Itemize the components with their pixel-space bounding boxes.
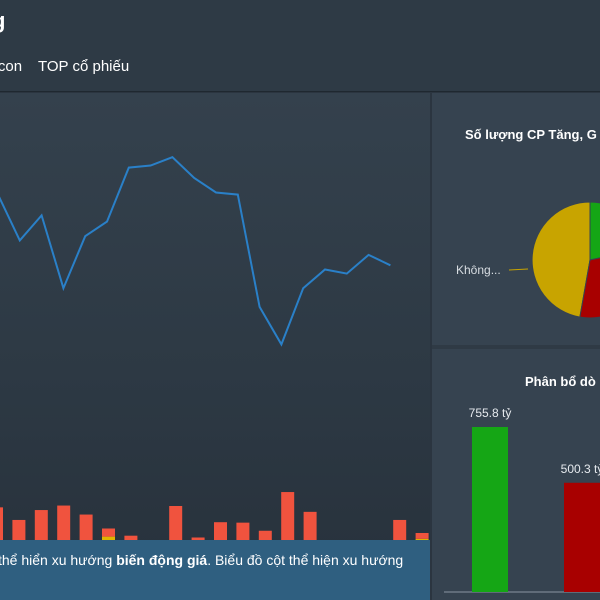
distribution-panel: Phân bổ dò 755.8 tỷ 500.3 tỷ [432,349,600,600]
pie-slice[interactable] [589,201,600,261]
description-suffix: . Biểu đồ cột thể hiện xu hướng [207,552,404,568]
pie-slice-label: Không... [456,263,501,277]
description-text: thể hiển xu hướng biến động giá. Biểu đồ… [0,552,403,568]
price-line-chart[interactable]: 2022-06-202022-06-242022-06-302022-07-06… [0,93,430,383]
description-bold: biến động giá [116,552,208,568]
distribution-bar[interactable] [472,427,508,592]
distribution-bar[interactable] [564,482,600,592]
price-trend-panel: 2022-06-202022-06-242022-06-302022-07-06… [0,93,430,600]
pie-slice[interactable] [579,248,600,319]
page-title: g [0,8,5,34]
distribution-bar-label: 500.3 tỷ [561,462,600,476]
bar-flat-segment [102,536,115,542]
bar-down-segment [34,510,48,549]
bar-down-segment [102,528,115,537]
tab-nganh-con[interactable]: ngành con [0,58,23,75]
distribution-bar-chart[interactable]: Phân bổ dò 755.8 tỷ 500.3 tỷ [432,349,600,600]
distribution-bar-label: 755.8 tỷ [469,406,512,420]
pie-slice[interactable] [531,201,591,318]
bar-down-segment [0,507,3,551]
bar-down-segment [57,505,71,548]
advance-decline-pie-chart[interactable]: Số lượng CP Tăng, G Không... [432,93,600,345]
pie-label-connector [508,268,529,271]
distribution-chart-title: Phân bổ dò [525,374,596,389]
bar-down-segment [303,511,317,547]
pie-chart-panel: Số lượng CP Tăng, G Không... [432,93,600,345]
bar-down-segment [169,506,183,545]
header: g ngành con TOP cổ phiếu [0,0,600,92]
tab-top-co-phieu[interactable]: TOP cổ phiếu [38,58,130,75]
bar-down-segment [415,533,429,539]
description-prefix: thể hiển xu hướng [0,552,117,568]
description-bar: thể hiển xu hướng biến động giá. Biểu đồ… [0,540,430,600]
right-panel: Số lượng CP Tăng, G Không... Phân bổ dò … [432,93,600,600]
pie-chart-title: Số lượng CP Tăng, G [465,127,597,142]
price-line-series [0,156,391,347]
